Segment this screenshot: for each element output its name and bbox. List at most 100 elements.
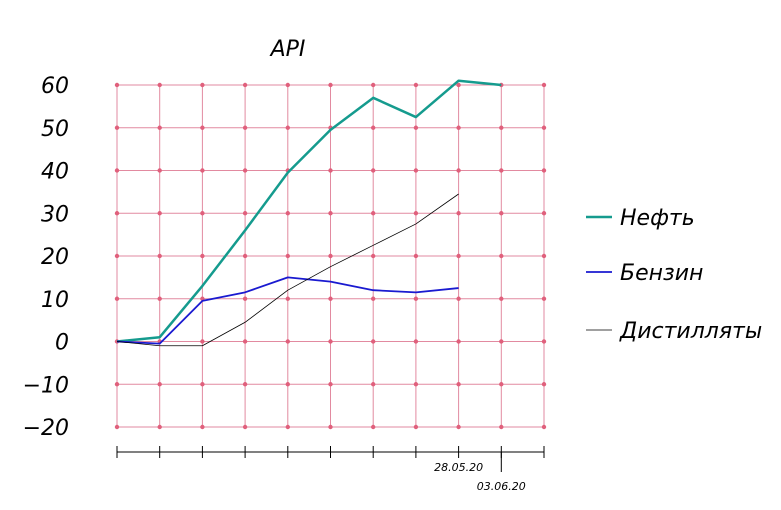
grid-dot	[499, 382, 504, 387]
grid-dot	[200, 253, 205, 259]
grid-dot	[242, 168, 248, 173]
grid-dot	[413, 296, 419, 301]
grid-dot	[328, 382, 333, 387]
grid-dot	[456, 211, 461, 216]
grid-dot	[242, 424, 248, 430]
grid-dot	[114, 296, 120, 301]
grid-dot	[499, 253, 504, 259]
grid-dot	[499, 339, 504, 344]
grid-dot	[157, 82, 162, 88]
grid-dot	[157, 382, 162, 387]
grid-dot	[200, 211, 205, 216]
grid-dot	[242, 296, 248, 301]
grid-dot	[371, 125, 376, 130]
y-tick-label: 10	[41, 288, 69, 313]
grid-dot	[114, 125, 120, 130]
grid-dot	[541, 125, 547, 130]
grid-dot	[541, 168, 547, 173]
grid-dot	[456, 253, 461, 259]
y-tick-label: −20	[23, 416, 69, 441]
grid-dot	[413, 424, 419, 430]
grid-dot	[371, 296, 376, 301]
grid-dot	[242, 382, 248, 387]
grid-dot	[157, 125, 162, 130]
grid-dot	[456, 168, 461, 173]
grid-dot	[157, 424, 162, 430]
grid-dot	[114, 211, 120, 216]
grid-dot	[200, 382, 205, 387]
legend-label: Бензин	[620, 261, 703, 286]
grid-dot	[413, 168, 419, 173]
y-axis-tick-labels: −20 −10 0 10 20 30 40 50 60	[23, 74, 69, 441]
grid-dot	[114, 382, 120, 387]
grid-dot	[328, 211, 333, 216]
grid-dot	[242, 253, 248, 259]
grid-dot	[541, 296, 547, 301]
grid-dot	[242, 82, 248, 88]
grid-dot	[242, 211, 248, 216]
grid-dot	[200, 82, 205, 88]
grid-dot	[285, 382, 290, 387]
grid-dot	[157, 211, 162, 216]
grid-dot	[285, 253, 290, 259]
grid-dot	[371, 82, 376, 88]
y-tick-label: 0	[55, 331, 69, 356]
grid-dot	[285, 82, 290, 88]
grid-dot	[499, 168, 504, 173]
x-tick-label: 03.06.20	[477, 480, 526, 493]
chart-title: API	[269, 37, 306, 62]
grid-dot	[413, 339, 419, 344]
grid-dot	[456, 125, 461, 130]
grid-dot	[114, 82, 120, 88]
legend-label: Дистилляты	[619, 319, 762, 344]
grid-dot	[328, 253, 333, 259]
grid-dot	[114, 168, 120, 173]
grid-dot	[413, 211, 419, 216]
grid-dot	[285, 424, 290, 430]
grid-dot	[456, 339, 461, 344]
grid-dot	[413, 82, 419, 88]
grid-dot	[328, 296, 333, 301]
grid-dot	[541, 211, 547, 216]
grid-dot	[328, 424, 333, 430]
grid-dot	[499, 296, 504, 301]
grid-dot	[371, 339, 376, 344]
grid-dot	[328, 339, 333, 344]
grid-dot	[371, 211, 376, 216]
grid-dot	[371, 168, 376, 173]
grid-dot	[499, 424, 504, 430]
grid-dot	[413, 125, 419, 130]
grid-dot	[242, 339, 248, 344]
legend-label: Нефть	[620, 206, 695, 231]
grid-dot	[456, 82, 461, 88]
grid-dot	[499, 125, 504, 130]
series-line	[116, 276, 459, 345]
grid-dot	[413, 253, 419, 259]
legend: Нефть Бензин Дистилляты	[586, 206, 762, 344]
y-tick-label: −10	[23, 373, 69, 398]
grid-dot	[328, 82, 333, 88]
x-tick-label: 28.05.20	[434, 461, 483, 474]
grid-dot	[456, 424, 461, 430]
grid-dot	[541, 382, 547, 387]
grid-dot	[328, 168, 333, 173]
grid-dot	[541, 424, 547, 430]
grid-dot	[114, 424, 120, 430]
y-tick-label: 40	[41, 160, 69, 185]
grid-dot	[157, 168, 162, 173]
series-lines	[116, 79, 502, 347]
y-tick-label: 20	[41, 245, 69, 270]
grid-dot	[541, 253, 547, 259]
grid-dot	[242, 125, 248, 130]
grid-dot	[541, 339, 547, 344]
grid-dot	[456, 296, 461, 301]
grid-dot	[285, 296, 290, 301]
grid-dot	[114, 253, 120, 259]
grid-dot	[371, 253, 376, 259]
grid-dot	[200, 339, 205, 344]
grid-dot	[200, 168, 205, 173]
grid-dot	[285, 339, 290, 344]
grid-dot	[541, 82, 547, 88]
grid-dot	[200, 424, 205, 430]
